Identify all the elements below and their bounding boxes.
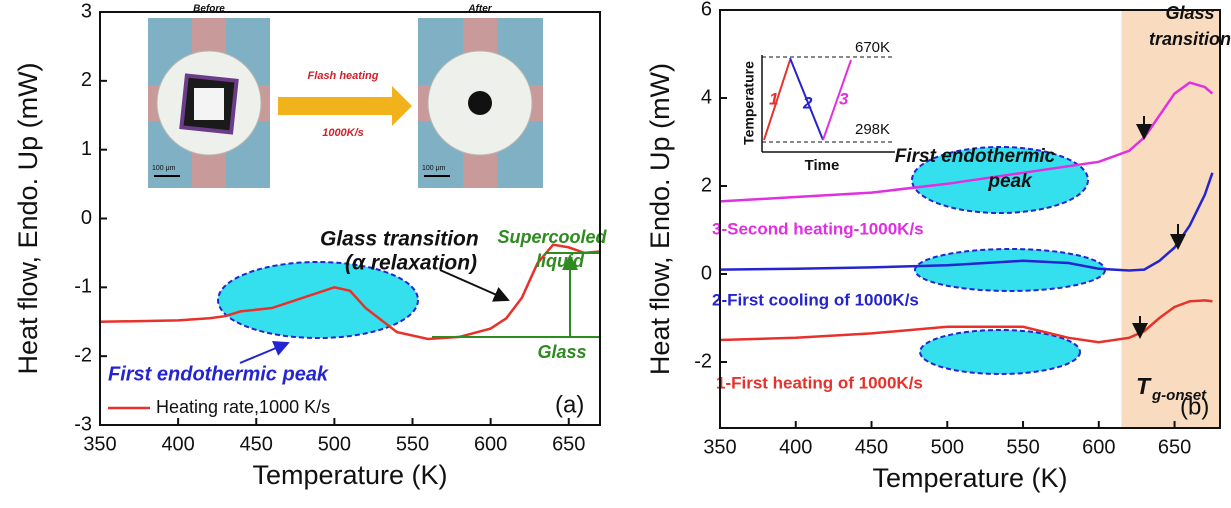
x-axis-title: Temperature (K) xyxy=(252,460,447,490)
x-tick-label: 600 xyxy=(474,433,507,455)
y-axis-title: Heat flow, Endo. Up (mW) xyxy=(13,62,43,374)
inset-label: 3 xyxy=(839,89,849,108)
annotation: Supercooled xyxy=(497,227,607,247)
scale-label: 100 μm xyxy=(152,165,176,172)
peak-ellipse xyxy=(920,330,1080,374)
y-tick-label: 2 xyxy=(81,69,92,91)
peak-ellipse xyxy=(915,249,1105,291)
arrow xyxy=(240,343,288,363)
x-tick-label: 550 xyxy=(396,433,429,455)
y-tick-label: 3 xyxy=(81,0,92,22)
x-tick-label: 650 xyxy=(552,433,585,455)
inset-label: 2 xyxy=(802,93,813,112)
inset-label: 670K xyxy=(855,39,890,56)
scale-label: 100 μm xyxy=(422,165,446,172)
inset-label: Flash heating xyxy=(308,70,379,82)
y-tick-label: -2 xyxy=(694,350,712,372)
x-tick-label: 600 xyxy=(1082,436,1115,458)
sample-center xyxy=(194,88,224,120)
x-tick-label: 350 xyxy=(83,433,116,455)
x-tick-label: 650 xyxy=(1158,436,1191,458)
x-tick-label: 500 xyxy=(318,433,351,455)
y-tick-label: 6 xyxy=(701,0,712,20)
annotation: First endothermic xyxy=(895,146,1056,167)
x-tick-label: 450 xyxy=(240,433,273,455)
y-axis-title: Heat flow, Endo. Up (mW) xyxy=(645,63,675,375)
annotation: First endothermic peak xyxy=(108,363,329,385)
inset-axis-label: Time xyxy=(805,157,840,174)
inset-photos: 100 μm Before 100 μm After Flash heating… xyxy=(148,4,543,188)
series-label: 1-First heating of 1000K/s xyxy=(716,373,923,392)
annotation: (α relaxation) xyxy=(345,252,477,275)
x-tick-label: 500 xyxy=(931,436,964,458)
background-layer xyxy=(1122,10,1220,428)
panel-label: (b) xyxy=(1180,393,1209,420)
y-tick-label: 0 xyxy=(81,207,92,229)
annotation: Glass xyxy=(537,342,586,362)
y-tick-label: -1 xyxy=(74,276,92,298)
annotation: Glass xyxy=(1165,3,1214,23)
x-tick-label: 350 xyxy=(703,436,736,458)
x-tick-label: 400 xyxy=(161,433,194,455)
heating-arrow xyxy=(278,86,412,126)
y-tick-label: -3 xyxy=(74,413,92,435)
y-tick-label: -2 xyxy=(74,344,92,366)
panel-label: (a) xyxy=(555,391,584,418)
y-tick-label: 0 xyxy=(701,262,712,284)
series-label: 2-First cooling of 1000K/s xyxy=(712,290,919,309)
annotation: Glass transition xyxy=(320,228,479,251)
sample-after xyxy=(468,91,492,115)
legend-label: Heating rate,1000 K/s xyxy=(156,397,330,417)
shaded-region xyxy=(1122,10,1220,428)
inset-label: 1000K/s xyxy=(322,127,364,139)
x-axis-title: Temperature (K) xyxy=(872,463,1067,493)
x-tick-label: 400 xyxy=(779,436,812,458)
x-tick-label: 450 xyxy=(855,436,888,458)
inset-axis-label: Temperature xyxy=(741,61,757,145)
y-tick-label: 1 xyxy=(81,138,92,160)
annotation: peak xyxy=(987,171,1033,192)
y-tick-label: 2 xyxy=(701,174,712,196)
inset-label: 298K xyxy=(855,121,890,138)
annotation: T xyxy=(1136,373,1152,399)
series-label: 3-Second heating-1000K/s xyxy=(712,219,924,238)
figure: 100 μm Before 100 μm After Flash heating… xyxy=(0,0,1231,508)
annotation: transition xyxy=(1149,29,1231,49)
inset-label: 1 xyxy=(769,89,778,108)
y-tick-label: 4 xyxy=(701,86,712,108)
x-tick-label: 550 xyxy=(1006,436,1039,458)
